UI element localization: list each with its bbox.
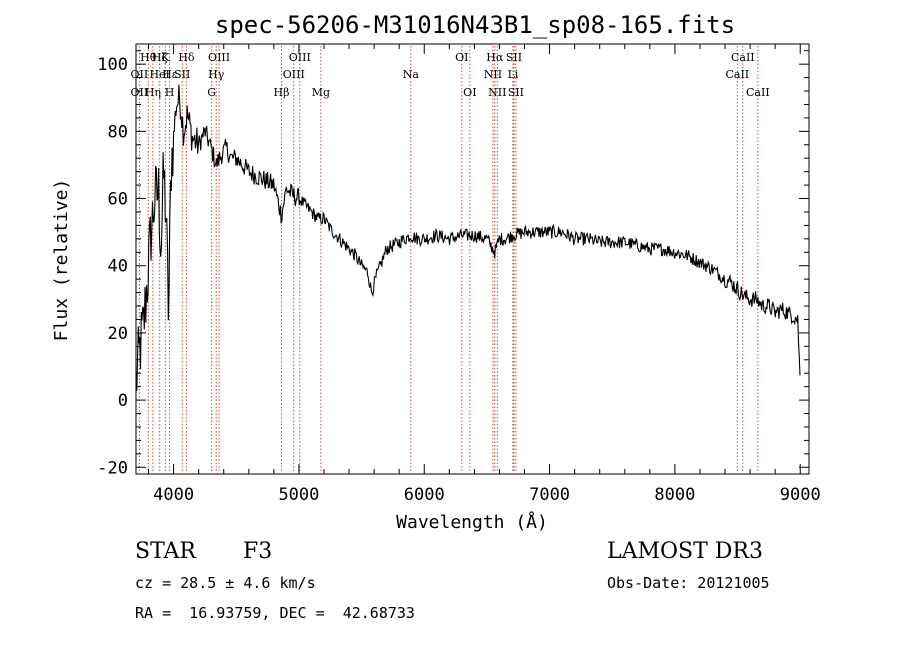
- y-tick-label: 80: [108, 122, 128, 142]
- y-tick-label: 60: [108, 190, 128, 210]
- line-label: OI: [455, 51, 468, 64]
- plot-frame: [135, 43, 810, 475]
- flux-series-line: [135, 84, 801, 392]
- survey-name: LAMOST DR3: [607, 539, 763, 564]
- line-label: Hθ: [140, 51, 157, 64]
- line-label: SII: [174, 68, 190, 81]
- line-label: Hε: [162, 68, 178, 81]
- y-tick-label: 20: [108, 324, 128, 344]
- x-axis-label: Wavelength (Å): [396, 511, 548, 533]
- line-label: OII: [131, 68, 149, 81]
- line-label: NII: [484, 68, 502, 81]
- spectral-line-markers: [138, 46, 759, 473]
- y-axis: -20 0 20 40 60 80 100: [97, 50, 809, 478]
- object-subclass: F3: [243, 539, 273, 564]
- x-tick-label: 8000: [654, 485, 695, 505]
- y-tick-label: 100: [97, 55, 128, 75]
- line-label: Hα: [486, 51, 504, 64]
- chart-title: spec-56206-M31016N43B1_sp08-165.fits: [215, 11, 735, 39]
- x-tick-label: 4000: [153, 485, 194, 505]
- redshift-velocity: cz = 28.5 ± 4.6 km/s: [135, 574, 316, 592]
- object-class: STAR: [135, 539, 196, 564]
- sky-coordinates: RA = 16.93759, DEC = 42.68733: [135, 604, 415, 622]
- x-tick-label: 9000: [780, 485, 821, 505]
- line-label: Hδ: [178, 51, 195, 64]
- line-label: Hη: [145, 86, 161, 99]
- y-axis-label: Flux (relative): [51, 179, 72, 342]
- line-label: OII: [131, 86, 149, 99]
- y-tick-label: -20: [97, 458, 128, 478]
- line-label: G: [207, 86, 216, 99]
- x-tick-label: 6000: [404, 485, 445, 505]
- line-label: SII: [506, 51, 522, 64]
- line-label: CaII: [725, 68, 749, 81]
- observation-date: Obs-Date: 20121005: [607, 574, 770, 592]
- line-label: Hβ: [274, 86, 290, 99]
- line-label: K: [161, 51, 170, 64]
- line-label: Hζ: [152, 51, 168, 64]
- spectral-line-labels: OIIOIIHθHηHζHeIKHHεSIIHδGHγOIIIHβOIIIOII…: [131, 51, 770, 99]
- line-label: Li: [508, 68, 519, 81]
- line-label: Hγ: [208, 68, 225, 81]
- line-label: OIII: [208, 51, 230, 64]
- y-tick-label: 0: [118, 391, 128, 411]
- line-label: OI: [463, 86, 476, 99]
- line-label: CaII: [731, 51, 755, 64]
- line-label: Na: [403, 68, 420, 81]
- x-axis: 4000 5000 6000 7000 8000 9000: [148, 44, 821, 505]
- line-label: NII: [488, 86, 506, 99]
- line-label: OIII: [283, 68, 305, 81]
- line-label: Mg: [312, 86, 330, 99]
- y-tick-label: 40: [108, 257, 128, 277]
- line-label: HeI: [149, 68, 169, 81]
- line-label: SII: [508, 86, 524, 99]
- x-tick-label: 7000: [529, 485, 570, 505]
- x-tick-label: 5000: [278, 485, 319, 505]
- line-label: CaII: [746, 86, 770, 99]
- line-label: H: [165, 86, 175, 99]
- line-label: OIII: [289, 51, 311, 64]
